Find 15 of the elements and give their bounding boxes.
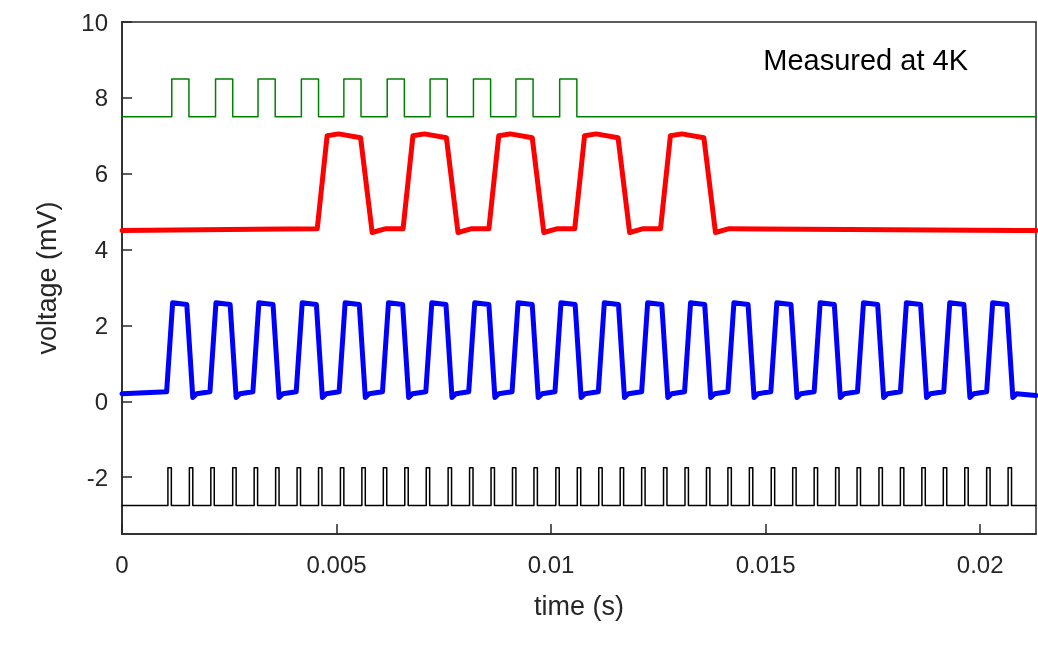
y-tick-label: 8	[94, 84, 108, 112]
x-tick-label: 0.015	[735, 550, 796, 578]
y-axis-title: voltage (mV)	[31, 201, 62, 355]
x-tick-label: 0.02	[956, 550, 1004, 578]
y-tick-label: -2	[86, 463, 108, 491]
x-tick-label: 0	[115, 550, 129, 578]
y-tick-label: 10	[81, 8, 108, 36]
y-tick-label: 6	[94, 160, 108, 188]
y-tick-label: 2	[94, 311, 108, 339]
annotation: Measured at 4K	[763, 43, 969, 76]
y-tick-label: 4	[94, 236, 108, 264]
x-tick-label: 0.005	[306, 550, 367, 578]
x-axis-title: time (s)	[534, 590, 624, 621]
y-tick-label: 0	[94, 387, 108, 415]
x-tick-label: 0.01	[527, 550, 575, 578]
